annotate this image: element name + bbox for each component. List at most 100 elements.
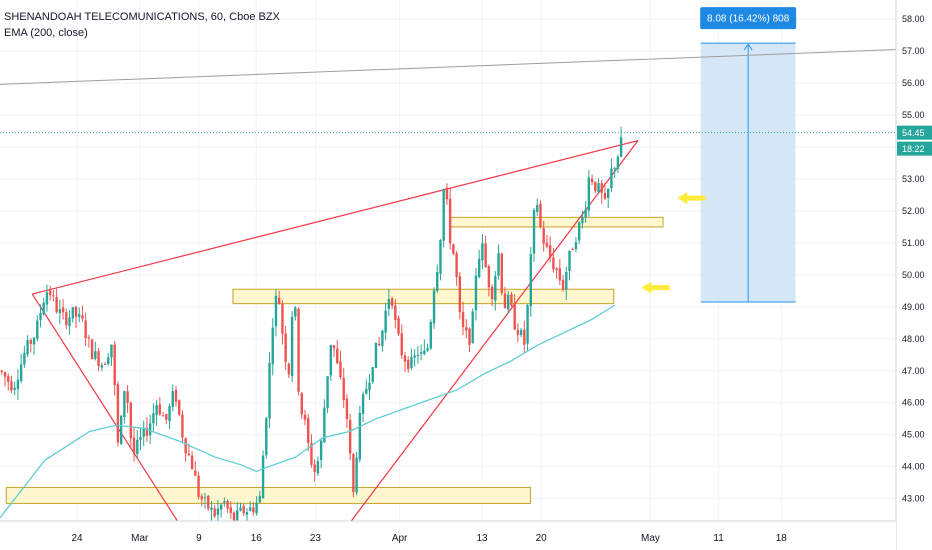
candle-body bbox=[526, 305, 529, 344]
candle-body bbox=[490, 286, 494, 300]
candle bbox=[158, 396, 162, 417]
candle-body bbox=[516, 329, 520, 335]
candle bbox=[36, 315, 39, 342]
candle-body bbox=[258, 496, 262, 503]
candle-body bbox=[410, 356, 413, 368]
candle bbox=[119, 414, 123, 445]
price-axis[interactable]: 43.00 44.00 45.00 46.00 47.00 48.00 49.00 50.00… bbox=[895, 0, 932, 550]
candle bbox=[281, 300, 284, 345]
candle bbox=[452, 243, 455, 256]
y-tick-label: 56.00 bbox=[902, 78, 925, 88]
candle-body bbox=[436, 272, 439, 291]
candle bbox=[239, 502, 242, 512]
candle-body bbox=[10, 381, 13, 391]
candle-body bbox=[581, 216, 584, 224]
candle-body bbox=[439, 240, 442, 274]
candle-body bbox=[568, 250, 571, 272]
candle bbox=[197, 471, 200, 500]
time-axis[interactable]: 24 Mar 9 16 23 Apr 13 20 May 11 18 bbox=[0, 520, 896, 550]
candle bbox=[461, 301, 465, 335]
candle bbox=[352, 453, 355, 498]
candle bbox=[336, 340, 339, 365]
candle-body bbox=[377, 343, 381, 346]
candle-body bbox=[510, 294, 513, 306]
candle-body bbox=[139, 437, 142, 440]
candle bbox=[139, 428, 142, 451]
candle-body bbox=[200, 496, 203, 500]
candle-body bbox=[397, 318, 400, 335]
candle-body bbox=[284, 333, 287, 362]
candle bbox=[529, 247, 532, 317]
candle bbox=[226, 499, 229, 513]
candle bbox=[61, 299, 65, 320]
candle bbox=[548, 236, 552, 263]
candle-body bbox=[90, 339, 94, 360]
symbol-title[interactable]: SHENANDOAH TELECOMUNICATIONS, 60, Cboe B… bbox=[4, 11, 280, 23]
candle-body bbox=[477, 258, 481, 278]
candle bbox=[571, 247, 574, 251]
candle bbox=[552, 248, 555, 273]
candle bbox=[384, 302, 387, 341]
candle-body bbox=[52, 295, 55, 297]
candle bbox=[519, 327, 523, 338]
candle-body bbox=[42, 302, 45, 315]
candle bbox=[613, 166, 616, 179]
candle bbox=[361, 391, 365, 422]
candle-body bbox=[316, 461, 320, 474]
candle bbox=[129, 401, 133, 449]
candle bbox=[190, 451, 194, 470]
candle bbox=[581, 210, 584, 229]
candle bbox=[219, 503, 223, 518]
red-trend-line bbox=[32, 140, 639, 295]
candle-body bbox=[184, 438, 187, 454]
candle-body bbox=[613, 168, 616, 170]
candle-body bbox=[32, 337, 36, 345]
candle-body bbox=[210, 507, 213, 510]
candle-body bbox=[503, 293, 507, 309]
candle-body bbox=[84, 320, 87, 339]
candle-body bbox=[68, 317, 71, 327]
candle bbox=[303, 409, 307, 426]
candle-body bbox=[26, 340, 29, 355]
candle bbox=[29, 338, 33, 353]
candle bbox=[413, 349, 416, 367]
candle bbox=[100, 362, 103, 371]
arrow-shape bbox=[677, 192, 706, 205]
candle bbox=[458, 272, 462, 320]
candle-body bbox=[323, 407, 326, 443]
candle-body bbox=[336, 348, 339, 364]
countdown-badge bbox=[897, 141, 932, 156]
candle-body bbox=[574, 242, 578, 249]
candle bbox=[439, 239, 442, 281]
candle bbox=[223, 497, 226, 507]
candle-body bbox=[219, 504, 223, 510]
candle bbox=[513, 294, 516, 331]
candle bbox=[207, 495, 210, 511]
candle-body bbox=[194, 470, 197, 476]
candle bbox=[471, 308, 474, 344]
candle bbox=[142, 420, 145, 447]
candle-body bbox=[87, 337, 91, 339]
candle bbox=[194, 461, 197, 477]
y-tick-label: 45.00 bbox=[902, 430, 925, 440]
candle bbox=[600, 180, 603, 204]
measure-arrowhead bbox=[743, 43, 753, 51]
candle bbox=[494, 271, 497, 311]
candle bbox=[58, 299, 62, 324]
candle-body bbox=[326, 376, 329, 409]
candle-body bbox=[152, 413, 155, 424]
indicator-label[interactable]: EMA (200, close) bbox=[4, 27, 88, 39]
candle bbox=[426, 343, 429, 353]
candle-body bbox=[126, 391, 129, 403]
candle-body bbox=[429, 321, 432, 349]
candle bbox=[436, 264, 439, 293]
candle-body bbox=[216, 508, 220, 515]
candle bbox=[319, 438, 323, 469]
candle bbox=[532, 208, 536, 262]
candle-body bbox=[552, 257, 555, 270]
candle bbox=[300, 392, 303, 419]
measure-tool[interactable]: 8.08 (16.42%) 808 bbox=[700, 7, 797, 303]
candle-body bbox=[381, 330, 384, 347]
candle bbox=[329, 344, 333, 381]
